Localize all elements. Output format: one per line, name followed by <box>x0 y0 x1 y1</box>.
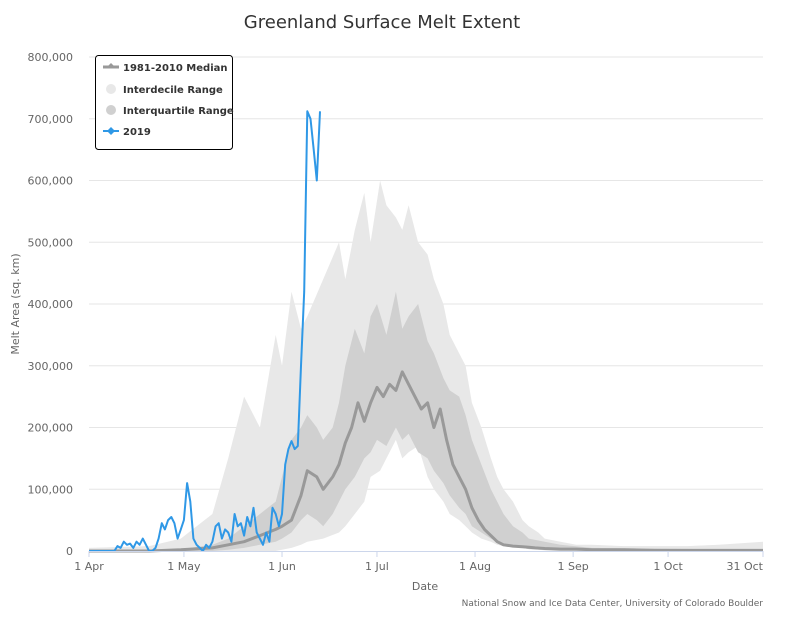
legend-item-median[interactable]: 1981-2010 Median <box>103 63 227 74</box>
legend-box <box>95 55 233 150</box>
y-tick-label: 0 <box>66 545 73 558</box>
x-axis-tick-labels: 1 Apr 1 May 1 Jun 1 Jul 1 Aug 1 Sep 1 Oct 31 Oc… <box>74 551 764 573</box>
y-tick-label: 400,000 <box>28 298 74 311</box>
chart-title: Greenland Surface Melt Extent <box>244 12 520 33</box>
y-tick-label: 500,000 <box>28 236 74 249</box>
plot-series <box>89 110 763 553</box>
legend-interdecile-label: Interdecile Range <box>123 85 223 96</box>
y-tick-label: 200,000 <box>28 422 74 435</box>
x-tick-label: 1 Aug <box>459 560 491 573</box>
legend-item-interquartile[interactable]: Interquartile Range <box>106 105 234 117</box>
legend-interdecile-swatch-icon <box>106 84 116 94</box>
x-tick-label: 1 Apr <box>74 560 104 573</box>
legend-median-label: 1981-2010 Median <box>123 63 227 74</box>
x-tick-label: 1 Oct <box>653 560 683 573</box>
legend-2019-label: 2019 <box>123 127 151 138</box>
legend-interquartile-label: Interquartile Range <box>123 106 234 117</box>
x-tick-label: 1 May <box>167 560 201 573</box>
y-tick-label: 100,000 <box>28 483 74 496</box>
x-axis-label: Date <box>412 580 439 593</box>
legend: 1981-2010 Median Interdecile Range Inter… <box>95 55 234 150</box>
interquartile-range-area <box>89 291 763 551</box>
legend-interquartile-swatch-icon <box>106 105 116 115</box>
y-tick-label: 600,000 <box>28 175 74 188</box>
series-2019-line <box>89 110 321 552</box>
legend-2019-marker-icon <box>107 127 115 135</box>
median-line <box>89 370 763 553</box>
x-tick-label: 1 Jun <box>268 560 296 573</box>
credit-text: National Snow and Ice Data Center, Unive… <box>462 599 764 609</box>
legend-item-interdecile[interactable]: Interdecile Range <box>106 84 223 96</box>
x-tick-label: 1 Sep <box>558 560 589 573</box>
y-axis-tick-labels: 0 100,000 200,000 300,000 400,000 500,000 600,… <box>28 51 74 558</box>
legend-item-2019[interactable]: 2019 <box>103 127 151 138</box>
legend-median-marker-icon <box>107 63 115 67</box>
y-axis-label: Melt Area (sq. km) <box>9 253 22 354</box>
y-tick-label: 800,000 <box>28 51 74 64</box>
x-tick-label: 1 Jul <box>365 560 389 573</box>
y-tick-label: 300,000 <box>28 360 74 373</box>
x-tick-label: 31 Oct <box>726 560 763 573</box>
y-tick-label: 700,000 <box>28 113 74 126</box>
